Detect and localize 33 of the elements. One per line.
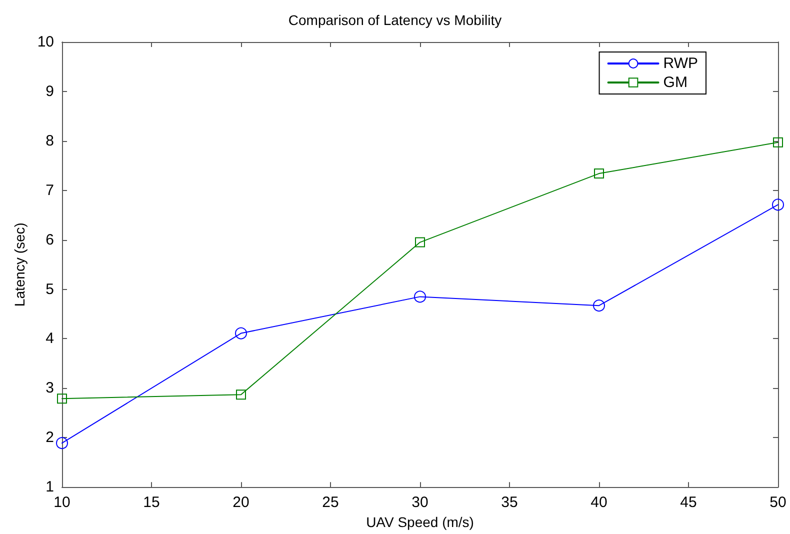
y-tick-label: 5: [46, 280, 54, 298]
y-tick-label: 10: [37, 34, 54, 50]
y-tick-label: 6: [46, 231, 54, 248]
point: [773, 137, 783, 148]
point: [593, 300, 605, 312]
point: [236, 390, 246, 400]
y-tick-label: 9: [46, 82, 54, 100]
x-tick-label: 45: [680, 494, 697, 512]
x-tick-label: 35: [501, 494, 518, 512]
x-tick-label: 40: [590, 494, 608, 512]
x-tick-label: 50: [770, 494, 786, 512]
x-tick-label: 15: [143, 494, 160, 512]
y-axis-title: Latency (sec): [11, 222, 28, 307]
point: [57, 394, 67, 404]
y-tick-label: 7: [46, 182, 54, 199]
x-tick-label: 20: [232, 494, 250, 512]
point: [414, 290, 426, 303]
y-tick-label: 4: [46, 330, 54, 348]
legend-label: RWP: [663, 55, 698, 72]
y-tick-label: 8: [46, 132, 54, 150]
x-tick-label: 30: [412, 494, 428, 512]
point: [235, 327, 247, 340]
x-tick-label: 25: [322, 494, 339, 512]
y-tick-label: 1: [46, 478, 54, 496]
y-tick-label: 3: [46, 380, 54, 397]
legend-label: GM: [663, 74, 688, 91]
point: [594, 168, 604, 179]
y-tick-label: 2: [46, 429, 54, 446]
chart-title: Comparison of Latency vs Mobility: [288, 12, 502, 28]
point: [56, 437, 68, 450]
point: [772, 198, 784, 211]
point: [415, 237, 425, 248]
x-axis-title: UAV Speed (m/s): [366, 514, 474, 530]
